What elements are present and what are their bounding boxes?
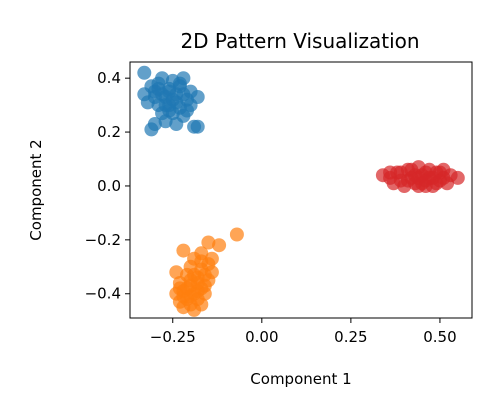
x-axis-label: Component 1 xyxy=(250,370,351,388)
data-point xyxy=(169,117,184,131)
plot-frame xyxy=(129,61,473,319)
data-point xyxy=(169,265,184,280)
data-point xyxy=(197,278,212,293)
data-point xyxy=(176,243,191,258)
data-point xyxy=(187,302,202,317)
y-tick-label: 0.0 xyxy=(97,177,121,195)
data-point xyxy=(180,103,194,118)
x-tick-label: 0.25 xyxy=(334,328,367,346)
x-tick-label: 0.50 xyxy=(423,328,456,346)
x-axis: −0.25 0.00 0.25 0.50 xyxy=(150,318,457,346)
data-point xyxy=(400,173,415,188)
y-tick-label: 0.4 xyxy=(97,69,121,87)
data-point xyxy=(183,289,198,304)
data-point xyxy=(176,87,191,102)
data-point xyxy=(162,103,177,118)
data-point xyxy=(172,281,187,296)
data-point xyxy=(418,179,433,193)
data-point xyxy=(172,76,187,91)
data-point xyxy=(440,176,455,191)
x-tick-label: −0.25 xyxy=(150,328,196,346)
data-point xyxy=(229,227,244,242)
data-point xyxy=(204,251,219,266)
data-point xyxy=(190,90,205,104)
data-point xyxy=(436,162,451,177)
x-tick-label: 0.00 xyxy=(245,328,278,346)
data-point xyxy=(383,165,398,180)
data-point xyxy=(151,76,166,91)
points-layer xyxy=(137,65,465,317)
y-tick-label: 0.2 xyxy=(97,123,121,141)
data-point xyxy=(386,176,401,191)
y-tick-label: −0.4 xyxy=(85,285,121,303)
data-point xyxy=(450,170,465,185)
data-point xyxy=(158,114,173,129)
data-point xyxy=(140,95,155,110)
data-point xyxy=(212,238,227,253)
data-point xyxy=(194,254,209,269)
data-point xyxy=(187,119,202,134)
data-point xyxy=(197,267,212,282)
data-point xyxy=(144,122,159,137)
y-axis-label: Component 2 xyxy=(27,139,45,240)
chart-title: 2D Pattern Visualization xyxy=(180,29,419,53)
y-axis: −0.4 −0.2 0.0 0.2 0.4 xyxy=(85,69,130,303)
data-point xyxy=(137,65,152,80)
y-tick-label: −0.2 xyxy=(85,231,121,249)
data-point xyxy=(183,273,198,288)
data-point xyxy=(201,235,216,250)
data-point xyxy=(176,300,191,315)
